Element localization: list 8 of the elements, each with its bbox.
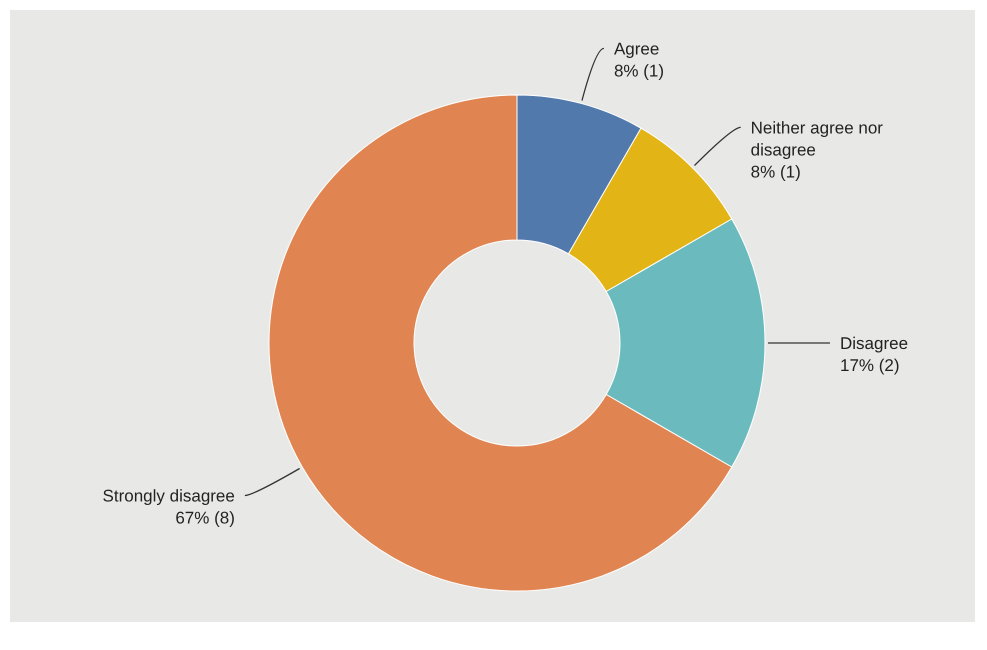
data-label: 8% (1)	[750, 162, 801, 182]
slice-label: Strongly disagree	[102, 486, 235, 506]
slice-label: Neither agree nor disagree	[750, 118, 884, 160]
data-label: 8% (1)	[614, 61, 664, 80]
slice-label: Agree	[614, 39, 660, 58]
data-label: 17% (2)	[840, 356, 900, 375]
slice-label: Disagree	[840, 334, 908, 353]
data-label: 67% (8)	[175, 508, 235, 528]
